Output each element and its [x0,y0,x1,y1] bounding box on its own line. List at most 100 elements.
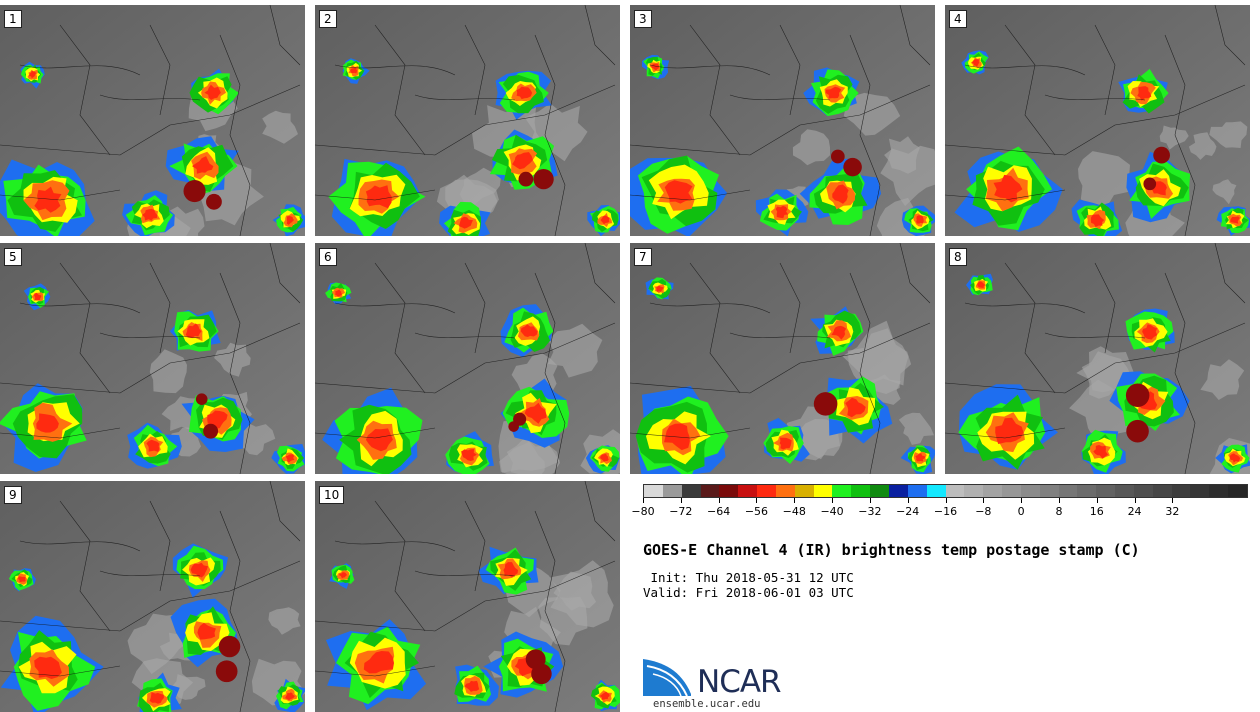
panel-number: 3 [634,10,652,28]
panel-number: 1 [4,10,22,28]
colorbar-ticks: −80 −72 −64 −56 −48 −40 −32 −24 −16 −8 0 8 16 24 32 [631,498,1248,518]
colorbar-swatch [775,485,795,497]
stamp-panel: 7 [630,243,935,474]
satellite-image [945,243,1250,474]
panel-number: 10 [319,486,345,504]
colorbar-tick [756,498,758,503]
colorbar-tick [869,498,871,503]
colorbar-swatch [964,485,984,497]
colorbar-swatch [907,485,927,497]
stamp-panel: 9 [0,481,305,712]
colorbar-swatch [1002,485,1021,497]
colorbar-tick [1021,498,1023,503]
panel-number: 5 [4,248,22,266]
colorbar-swatch [926,485,946,497]
site-url: ensemble.ucar.edu [653,698,761,710]
colorbar-swatch [1039,485,1059,497]
colorbar-tick-label: 0 [1017,505,1025,518]
colorbar-tick-label: 24 [1127,505,1142,518]
colorbar-swatch [888,485,908,497]
logo-text: NCAR [697,664,782,700]
stamp-panel: 1 [0,5,305,236]
colorbar-swatch [1020,485,1040,497]
colorbar-tick-label: −8 [975,505,992,518]
colorbar-tick [1096,498,1098,503]
colorbar-tick [718,498,720,503]
colorbar-swatch [644,485,663,497]
colorbar-swatch [1096,485,1116,497]
colorbar-swatch [794,485,814,497]
colorbar-swatch [1190,485,1210,497]
colorbar-tick [643,498,644,503]
stamp-panel: 3 [630,5,935,236]
colorbar-tick-label: −24 [896,505,920,518]
stamp-panel: 8 [945,243,1250,474]
colorbar-tick [832,498,834,503]
colorbar-swatch [813,485,833,497]
colorbar-tick-label: −32 [858,505,882,518]
colorbar-swatch [1228,485,1247,497]
satellite-image [630,5,935,236]
init-time: Init: Thu 2018-05-31 12 UTC [643,570,854,585]
panel-number: 2 [319,10,337,28]
panel-number: 7 [634,248,652,266]
valid-time: Valid: Fri 2018-06-01 03 UTC [643,585,854,600]
colorbar-tick-label: −64 [707,505,731,518]
colorbar-tick-label: −40 [820,505,844,518]
panel-number: 4 [949,10,967,28]
colorbar-tick-label: −72 [669,505,693,518]
stamp-panel: 6 [315,243,620,474]
colorbar-swatch [738,485,758,497]
colorbar-tick-label: 16 [1089,505,1104,518]
colorbar-swatch [700,485,720,497]
satellite-image [0,5,305,236]
stamp-panel: 2 [315,5,620,236]
colorbar-tick [1134,498,1136,503]
colorbar-tick-label: −48 [782,505,806,518]
stamp-panel: 10 [315,481,620,712]
colorbar-tick-label: −80 [631,505,655,518]
panel-number: 8 [949,248,967,266]
colorbar-swatch [945,485,965,497]
colorbar-swatch [1152,485,1172,497]
colorbar-swatch [757,485,776,497]
colorbar-swatch [1077,485,1097,497]
satellite-image [630,243,935,474]
colorbar-swatch [681,485,701,497]
colorbar-swatch [870,485,889,497]
colorbar-swatch [832,485,852,497]
colorbar-swatch [1058,485,1078,497]
colorbar-tick [794,498,796,503]
ncar-logo-icon [643,659,691,697]
colorbar-tick [680,498,682,503]
satellite-image [945,5,1250,236]
colorbar-swatch [1115,485,1134,497]
colorbar-tick [907,498,909,503]
colorbar-tick-label: 32 [1165,505,1180,518]
satellite-image [315,5,620,236]
colorbar-tick [983,498,985,503]
colorbar-tick-label: −56 [744,505,769,518]
colorbar-tick-label: 8 [1055,505,1063,518]
colorbar-swatch [1171,485,1191,497]
satellite-image [0,481,305,712]
satellite-image [315,481,620,712]
satellite-image [0,243,305,474]
chart-title: GOES-E Channel 4 (IR) brightness temp po… [643,541,1140,559]
panel-number: 6 [319,248,337,266]
colorbar-swatch [719,485,739,497]
colorbar-swatch [1133,485,1153,497]
colorbar-tick [945,498,947,503]
colorbar-swatch [983,485,1003,497]
colorbar-swatch [662,485,682,497]
satellite-image [315,243,620,474]
panel-number: 9 [4,486,22,504]
colorbar-tick-label: −16 [933,505,958,518]
colorbar-swatch [1209,485,1229,497]
colorbar [643,484,1248,498]
stamp-panel: 4 [945,5,1250,236]
colorbar-swatch [851,485,871,497]
stamp-panel: 5 [0,243,305,474]
colorbar-tick [1172,498,1174,503]
colorbar-tick [1058,498,1060,503]
